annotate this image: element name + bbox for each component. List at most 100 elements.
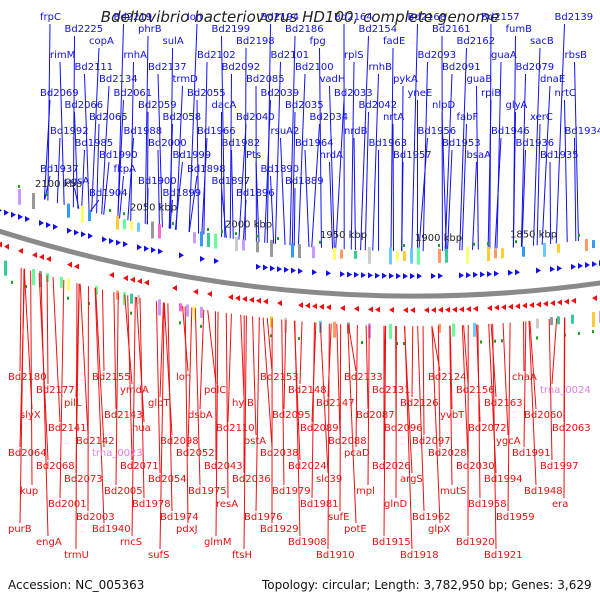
gene-label[interactable]: fadE (383, 36, 405, 47)
gene-label[interactable]: Bd1976 (244, 512, 283, 523)
gene-label[interactable]: Bd1936 (516, 138, 555, 149)
gene-label[interactable]: trmU (64, 550, 89, 561)
gene-label[interactable]: Bd1948 (524, 486, 563, 497)
gene-label[interactable]: dacA (212, 100, 237, 111)
gene-label[interactable]: Bd1910 (316, 550, 355, 561)
gene-label[interactable]: Bd2100 (295, 62, 334, 73)
gene-label[interactable]: sulA (163, 36, 184, 47)
gene-label[interactable]: Bd1982 (222, 138, 261, 149)
gene-label[interactable]: bsaA (467, 150, 492, 161)
gene-label[interactable]: sufS (148, 550, 169, 561)
gene-label[interactable]: glpT (148, 398, 170, 409)
gene-label[interactable]: Bd2055 (187, 88, 226, 99)
gene-label[interactable]: Bd1953 (442, 138, 481, 149)
gene-label[interactable]: nrtA (383, 112, 404, 123)
gene-label[interactable]: Bd2164 (334, 12, 373, 23)
gene-label[interactable]: Bd2042 (359, 100, 398, 111)
gene-label[interactable]: rnhB (369, 62, 393, 73)
gene-label[interactable]: vadH (320, 74, 346, 85)
gene-label[interactable]: Bd1900 (138, 176, 177, 187)
gene-label[interactable]: Bd1946 (491, 126, 530, 137)
gene-label[interactable]: Bd2005 (104, 486, 143, 497)
gene-label[interactable]: Bd1890 (261, 164, 300, 175)
gene-label[interactable]: Bd2054 (148, 474, 187, 485)
gene-label[interactable]: Bd1963 (369, 138, 408, 149)
gene-label[interactable]: slyX (20, 410, 41, 421)
gene-label[interactable]: Bd2073 (64, 474, 103, 485)
gene-label[interactable]: kup (20, 486, 38, 497)
gene-label[interactable]: nlpD (432, 100, 455, 111)
gene-label[interactable]: glnD (384, 499, 407, 510)
gene-label[interactable]: Bd2035 (285, 100, 324, 111)
gene-label[interactable]: Bd2141 (48, 423, 87, 434)
gene-label[interactable]: Bd2069 (40, 88, 79, 99)
gene-label[interactable]: Bd1908 (288, 537, 327, 548)
gene-label[interactable]: Bd2148 (288, 385, 327, 396)
gene-label[interactable]: fkpA (114, 164, 137, 175)
gene-label[interactable]: Bd2177 (36, 385, 75, 396)
gene-label[interactable]: Bd1956 (418, 126, 457, 137)
gene-label[interactable]: Bd1896 (236, 188, 275, 199)
gene-label[interactable]: rimM (50, 50, 75, 61)
gene-label[interactable]: pcaD (344, 448, 370, 459)
gene-label[interactable]: Bd2043 (204, 461, 243, 472)
gene-label[interactable]: Bd1959 (496, 512, 535, 523)
gene-label[interactable]: glyA (506, 100, 528, 111)
gene-label[interactable]: Bd2155 (92, 372, 131, 383)
gene-label[interactable]: ftsH (232, 550, 252, 561)
gene-label[interactable]: Bd2162 (457, 36, 496, 47)
gene-label[interactable]: Bd1991 (512, 448, 551, 459)
gene-label[interactable]: Bd1979 (272, 486, 311, 497)
gene-label[interactable]: Bd2060 (524, 410, 563, 421)
gene-label[interactable]: ygcA (496, 436, 521, 447)
gene-label[interactable]: Bd1957 (393, 150, 432, 161)
gene-label[interactable]: pilL (64, 398, 82, 409)
gene-label[interactable]: Bd2180 (8, 372, 47, 383)
gene-label[interactable]: Bd1897 (212, 176, 251, 187)
gene-label[interactable]: Bd2092 (222, 62, 261, 73)
gene-label[interactable]: Bd2059 (138, 100, 177, 111)
gene-label[interactable]: lon (176, 372, 191, 383)
gene-label[interactable]: resA (216, 499, 238, 510)
gene-label[interactable]: Bd1990 (99, 150, 138, 161)
gene-label[interactable]: potE (344, 524, 367, 535)
gene-label[interactable]: Bd1958 (468, 499, 507, 510)
gene-label[interactable]: Bd2091 (442, 62, 481, 73)
gene-label[interactable]: Bd1929 (260, 524, 299, 535)
gene-label[interactable]: Bd1889 (285, 176, 324, 187)
gene-label[interactable]: slc39 (316, 474, 342, 485)
gene-label[interactable]: Bd2126 (400, 398, 439, 409)
gene-label[interactable]: pdxJ (176, 524, 198, 535)
gene-label[interactable]: glpX (428, 524, 450, 535)
gene-label[interactable]: Bd2068 (36, 461, 75, 472)
gene-label[interactable]: frpC (40, 12, 61, 23)
gene-label[interactable]: purB (8, 524, 32, 535)
gene-label[interactable]: Bd2157 (481, 12, 520, 23)
gene-label[interactable]: Pts (246, 150, 261, 161)
gene-label[interactable]: Bd1997 (540, 461, 579, 472)
gene-label[interactable]: nrdB (344, 126, 368, 137)
gene-label[interactable]: Bd2111 (75, 62, 114, 73)
gene-label[interactable]: Bd1937 (40, 164, 79, 175)
gene-label[interactable]: Bd1988 (124, 126, 163, 137)
gene-label[interactable]: Bd1921 (484, 550, 523, 561)
gene-label[interactable]: Bd2064 (8, 448, 47, 459)
gene-label[interactable]: Bd2058 (163, 112, 202, 123)
gene-label[interactable]: Bd2095 (272, 410, 311, 421)
gene-label[interactable]: Bd1975 (188, 486, 227, 497)
gene-label[interactable]: trmD (173, 74, 199, 85)
gene-label[interactable]: rncS (120, 537, 142, 548)
gene-label[interactable]: dsbA (188, 410, 213, 421)
gene-label[interactable]: xerC (530, 112, 553, 123)
gene-label[interactable]: Bd2061 (114, 88, 153, 99)
gene-label[interactable]: engA (36, 537, 62, 548)
gene-label[interactable]: Bd1899 (163, 188, 202, 199)
gene-label[interactable]: Bd1920 (456, 537, 495, 548)
gene-label[interactable]: Bd2186 (285, 24, 324, 35)
gene-label[interactable]: Bd2001 (48, 499, 87, 510)
gene-label[interactable]: Bd2194 (261, 12, 300, 23)
gene-label[interactable]: Bd2101 (271, 50, 310, 61)
gene-label[interactable]: Bd2079 (516, 62, 555, 73)
gene-label[interactable]: Bd1934 (565, 126, 600, 137)
trna-label[interactable]: trna_0023 (92, 448, 143, 459)
